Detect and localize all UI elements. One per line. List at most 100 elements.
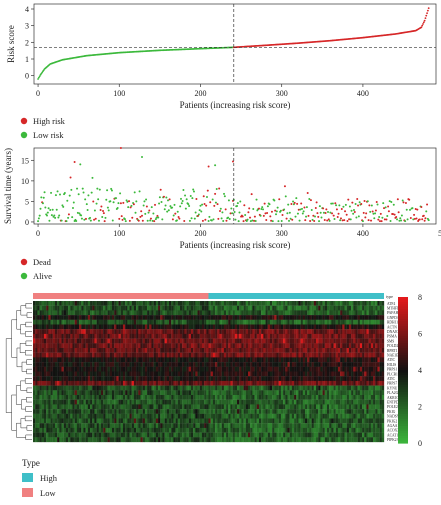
heatmap-cell [331,409,333,414]
heatmap-cell [331,306,333,311]
heatmap-cell [307,400,309,405]
heatmap-cell [287,334,289,339]
heatmap-cell [51,339,53,344]
heatmap-cell [255,395,257,400]
heatmap-cell [88,404,90,409]
heatmap-cell [270,320,272,325]
heatmap-cell [353,334,355,339]
survival-point [209,201,211,203]
heatmap-cell [72,343,74,348]
heatmap-cell [377,353,379,358]
heatmap-cell [176,376,178,381]
heatmap-cell [241,310,243,315]
heatmap-cell [336,301,338,306]
heatmap-cell [281,381,283,386]
heatmap-cell [287,325,289,330]
heatmap-cell [248,329,250,334]
heatmap-cell [235,376,237,381]
survival-point [405,202,407,204]
heatmap-cell [154,362,156,367]
heatmap-cell [70,362,72,367]
heatmap-cell [48,376,50,381]
heatmap-cell [358,334,360,339]
survival-point [377,219,379,221]
heatmap-cell [340,339,342,344]
heatmap-cell [162,301,164,306]
survival-point [285,195,287,197]
heatmap-cell [316,367,318,372]
heatmap-cell [375,339,377,344]
heatmap-cell [325,325,327,330]
heatmap-cell [360,386,362,391]
heatmap-cell [366,315,368,320]
heatmap-cell [103,409,105,414]
heatmap-cell [145,325,147,330]
heatmap-cell [64,404,66,409]
heatmap-cell [283,390,285,395]
heatmap-cell [215,343,217,348]
survival-point [59,193,61,195]
heatmap-cell [79,301,81,306]
heatmap-cell [371,381,373,386]
heatmap-cell [382,301,384,306]
heatmap-cell [222,367,224,372]
heatmap-cell [369,376,371,381]
heatmap-cell [292,386,294,391]
heatmap-cell [305,386,307,391]
heatmap-cell [285,409,287,414]
heatmap-cell [112,320,114,325]
heatmap-cell [154,325,156,330]
survival-point [247,211,249,213]
survival-point [145,198,147,200]
heatmap-cell [72,376,74,381]
heatmap-cell [351,400,353,405]
heatmap-cell [305,372,307,377]
heatmap-cell [252,339,254,344]
heatmap-cell [77,348,79,353]
heatmap-cell [204,409,206,414]
heatmap-cell [279,334,281,339]
heatmap-cell [99,315,101,320]
heatmap-cell [222,414,224,419]
heatmap-cell [176,414,178,419]
heatmap-cell [305,400,307,405]
heatmap-cell [151,329,153,334]
heatmap-cell [298,381,300,386]
heatmap-cell [305,320,307,325]
heatmap-cell [318,348,320,353]
heatmap-cell [215,404,217,409]
survival-point [76,188,78,190]
heatmap-cell [173,381,175,386]
heatmap-cell [33,306,35,311]
heatmap-cell [362,367,364,372]
heatmap-cell [246,343,248,348]
heatmap-cell [285,372,287,377]
survival-point [340,217,342,219]
heatmap-cell [318,357,320,362]
heatmap-cell [373,372,375,377]
heatmap-cell [312,376,314,381]
heatmap-cell [342,353,344,358]
heatmap-cell [75,400,77,405]
heatmap-cell [77,306,79,311]
heatmap-cell [75,376,77,381]
heatmap-cell [292,301,294,306]
heatmap-cell [44,386,46,391]
heatmap-cell [178,315,180,320]
heatmap-cell [369,334,371,339]
heatmap-cell [323,390,325,395]
heatmap-cell [345,310,347,315]
heatmap-cell [217,395,219,400]
heatmap-cell [140,339,142,344]
heatmap-cell [123,320,125,325]
heatmap-cell [219,343,221,348]
heatmap-cell [257,404,259,409]
heatmap-cell [187,400,189,405]
heatmap-cell [318,395,320,400]
heatmap-cell [347,400,349,405]
heatmap-cell [193,409,195,414]
heatmap-cell [40,306,42,311]
heatmap-cell [162,339,164,344]
heatmap-cell [42,395,44,400]
heatmap-cell [62,301,64,306]
